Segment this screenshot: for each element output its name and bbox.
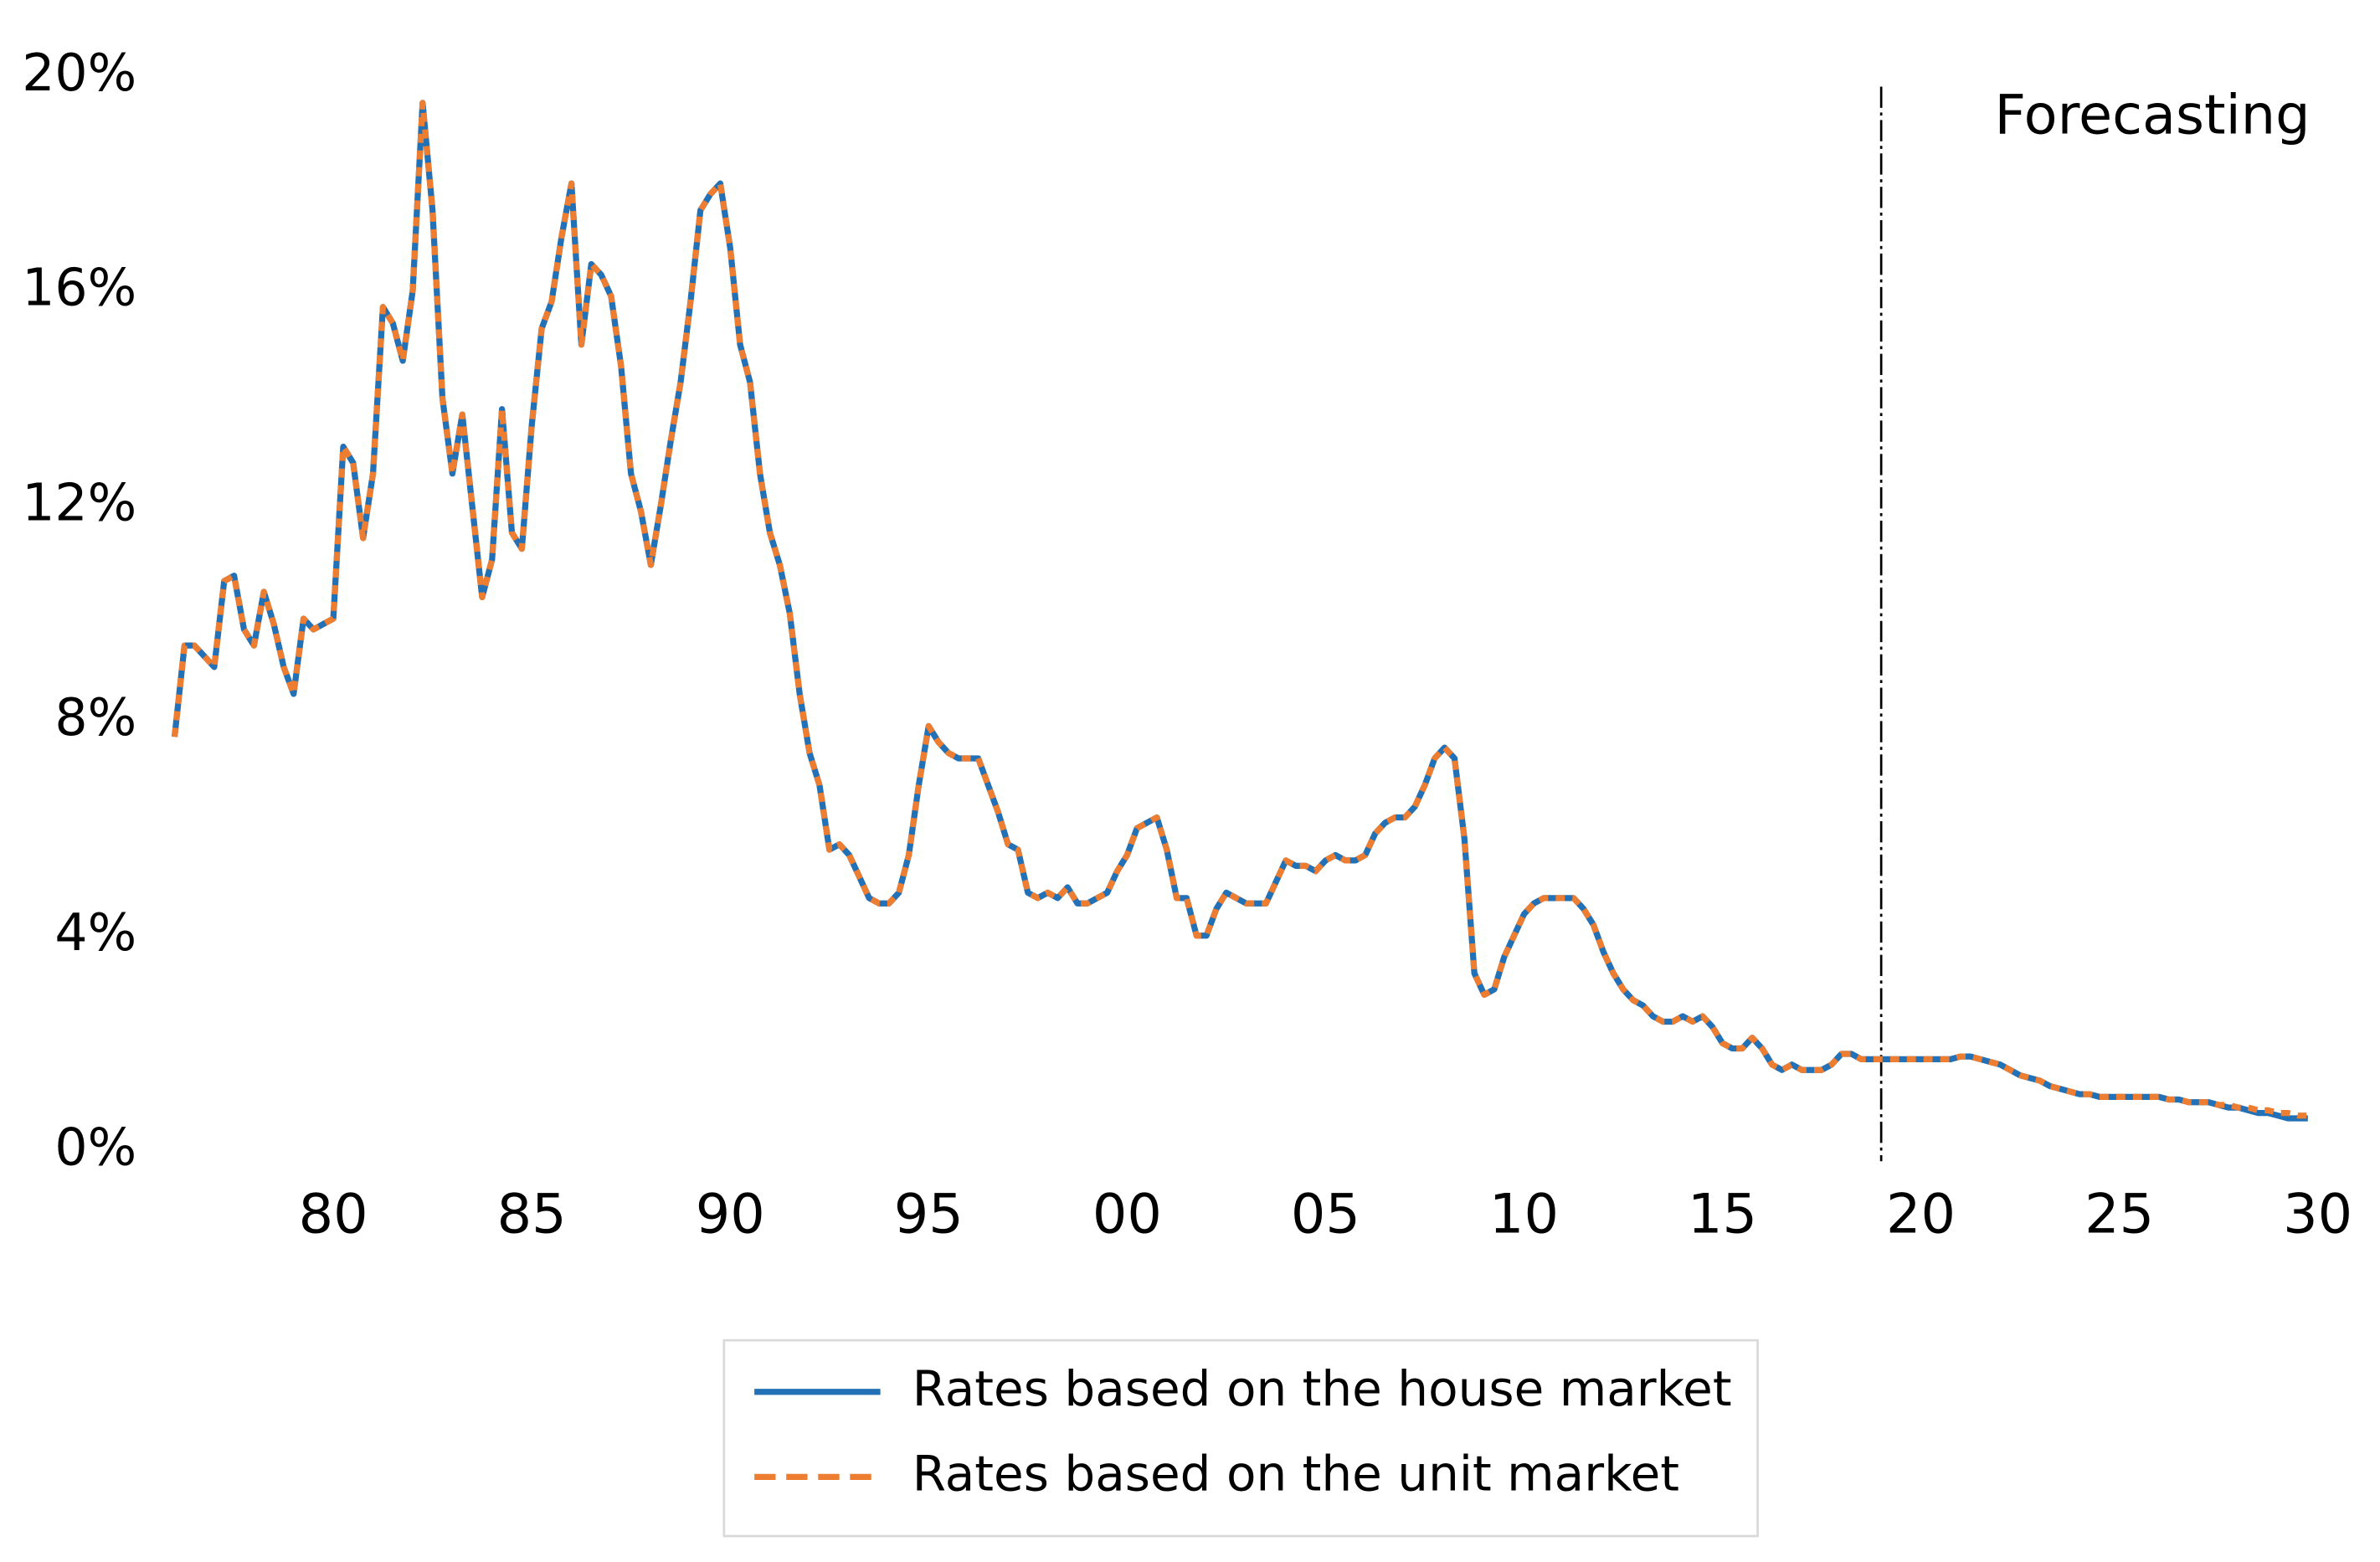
series-line: [171, 100, 2308, 1119]
x-tick-label: 30: [2283, 1182, 2352, 1246]
x-tick-label: 80: [299, 1182, 368, 1246]
x-tick-label: 95: [894, 1182, 964, 1246]
x-tick-label: 90: [696, 1182, 765, 1246]
x-tick-label: 85: [497, 1182, 567, 1246]
y-tick-label: 0%: [54, 1118, 136, 1178]
forecast-label: Forecasting: [1994, 84, 2310, 147]
y-tick-label: 12%: [22, 472, 136, 532]
legend-label: Rates based on the house market: [912, 1360, 1732, 1417]
legend-label: Rates based on the unit market: [912, 1445, 1679, 1502]
x-tick-label: 20: [1886, 1182, 1956, 1246]
series-line: [171, 100, 2308, 1122]
y-tick-label: 8%: [54, 687, 136, 748]
y-tick-label: 16%: [22, 258, 136, 318]
legend-box: [722, 1338, 1759, 1538]
x-tick-label: 00: [1092, 1182, 1162, 1246]
x-tick-label: 15: [1688, 1182, 1757, 1246]
y-tick-label: 4%: [54, 902, 136, 963]
y-tick-label: 20%: [22, 43, 136, 103]
x-tick-label: 10: [1489, 1182, 1559, 1246]
x-tick-label: 25: [2084, 1182, 2154, 1246]
x-tick-label: 05: [1291, 1182, 1360, 1246]
